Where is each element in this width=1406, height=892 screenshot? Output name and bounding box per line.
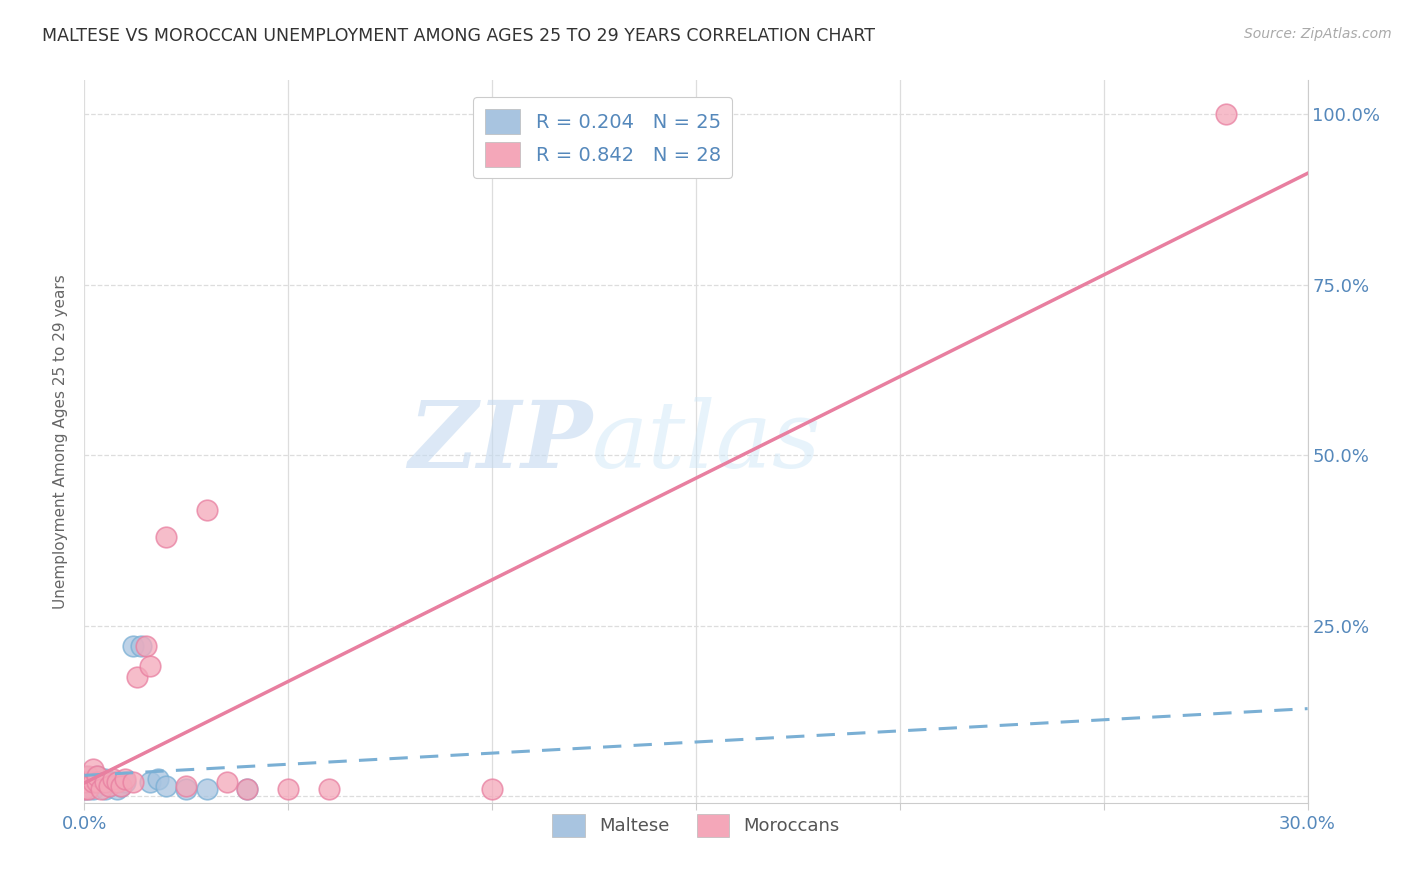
Point (110, 779, 132, 793)
Point (73, 782, 96, 797)
Point (77, 782, 100, 797)
Point (101, 775, 124, 789)
Point (236, 782, 259, 797)
Point (1215, 107, 1237, 121)
Point (97, 779, 120, 793)
Point (77, 768, 100, 782)
Point (82, 782, 104, 797)
Point (114, 775, 136, 789)
Point (86, 775, 108, 789)
Point (82, 762, 104, 776)
Point (101, 772, 124, 786)
Point (155, 530, 177, 544)
Point (73, 775, 96, 789)
Point (105, 782, 128, 797)
Point (82, 775, 104, 789)
Point (77, 775, 100, 789)
Point (138, 659, 160, 673)
Legend: Maltese, Moroccans: Maltese, Moroccans (546, 806, 846, 845)
Point (93, 775, 115, 789)
Point (93, 772, 115, 786)
Point (73, 775, 96, 789)
Point (195, 502, 218, 516)
Point (174, 779, 197, 793)
Point (122, 639, 145, 653)
Point (110, 779, 132, 793)
Point (138, 775, 160, 789)
Point (174, 782, 197, 797)
Point (217, 775, 239, 789)
Point (127, 670, 149, 684)
Point (481, 782, 503, 797)
Point (82, 775, 104, 789)
Point (86, 775, 108, 789)
Point (90, 775, 112, 789)
Point (122, 775, 145, 789)
Text: atlas: atlas (592, 397, 821, 486)
Point (86, 768, 108, 782)
Y-axis label: Unemployment Among Ages 25 to 29 years: Unemployment Among Ages 25 to 29 years (52, 274, 67, 609)
Text: MALTESE VS MOROCCAN UNEMPLOYMENT AMONG AGES 25 TO 29 YEARS CORRELATION CHART: MALTESE VS MOROCCAN UNEMPLOYMENT AMONG A… (42, 27, 875, 45)
Point (73, 782, 96, 797)
Point (73, 768, 96, 782)
Point (146, 772, 169, 786)
Point (93, 782, 115, 797)
Point (97, 779, 120, 793)
Point (86, 768, 108, 782)
Text: Source: ZipAtlas.com: Source: ZipAtlas.com (1244, 27, 1392, 41)
Point (195, 782, 218, 797)
Point (90, 782, 112, 797)
Point (277, 782, 299, 797)
Point (105, 775, 128, 789)
Point (77, 782, 100, 797)
Point (114, 772, 136, 786)
Text: ZIP: ZIP (408, 397, 592, 486)
Point (236, 782, 259, 797)
Point (155, 779, 177, 793)
Point (131, 639, 153, 653)
Point (318, 782, 340, 797)
Point (135, 639, 157, 653)
